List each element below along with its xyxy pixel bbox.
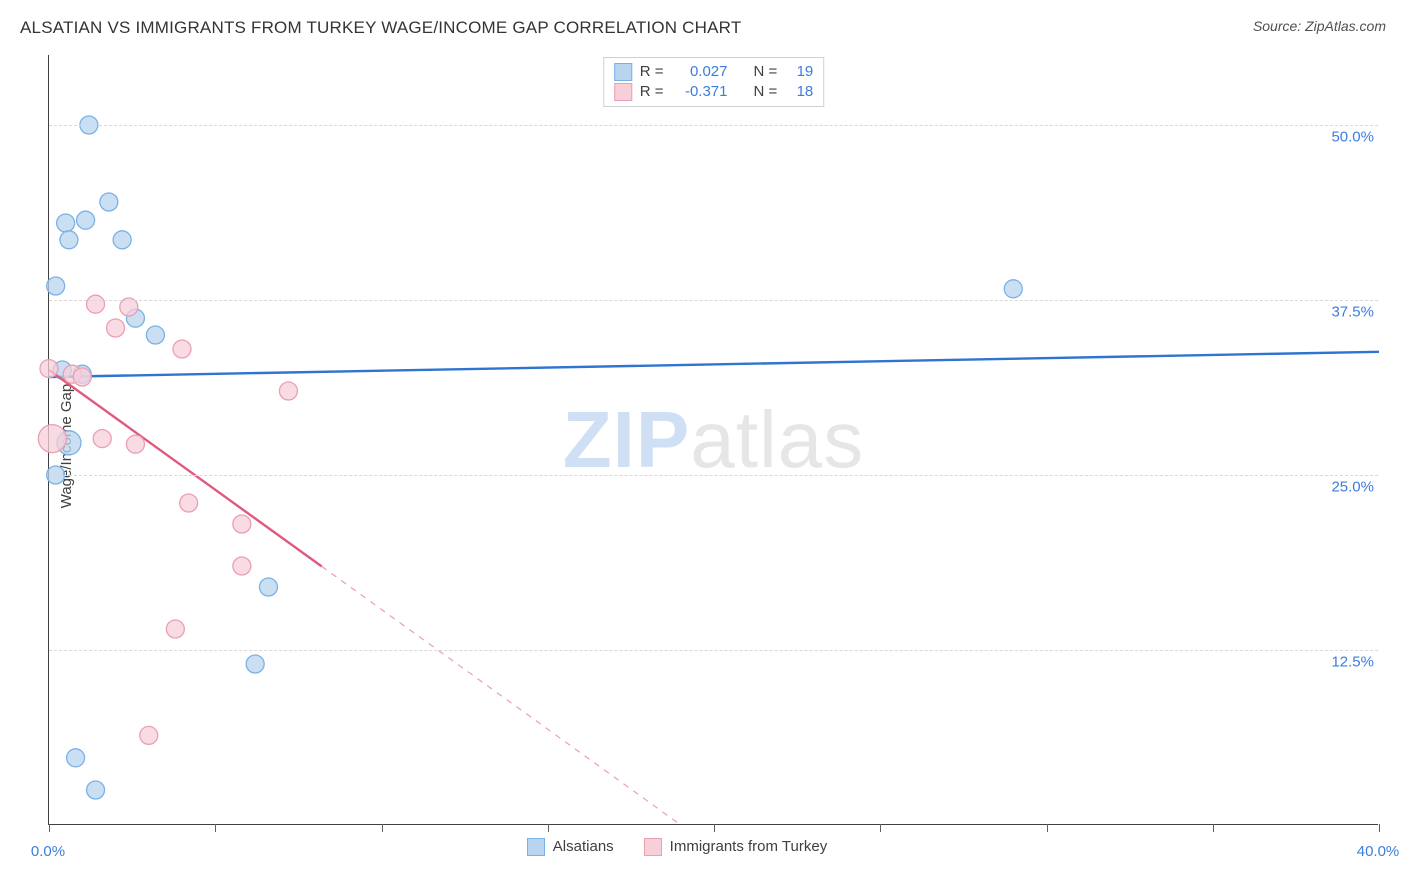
n-value: 19: [785, 62, 813, 82]
stats-legend-row: R = -0.371 N = 18: [614, 82, 814, 102]
plot-area: ZIPatlas R =0.027N =19R =-0.371N =18 12.…: [48, 55, 1378, 825]
r-label: R =: [640, 82, 664, 102]
n-label: N =: [754, 82, 778, 102]
x-tick: [880, 824, 881, 832]
x-tick: [714, 824, 715, 832]
n-value: 18: [785, 82, 813, 102]
legend-swatch: [614, 83, 632, 101]
bottom-legend-item: Immigrants from Turkey: [644, 837, 828, 857]
legend-swatch: [614, 63, 632, 81]
legend-label: Alsatians: [553, 837, 614, 857]
legend-swatch: [527, 838, 545, 856]
source-attribution: Source: ZipAtlas.com: [1253, 18, 1386, 34]
y-tick-label: 12.5%: [1294, 654, 1380, 671]
bottom-legend-item: Alsatians: [527, 837, 614, 857]
chart-svg: [49, 55, 1378, 824]
chart-title: ALSATIAN VS IMMIGRANTS FROM TURKEY WAGE/…: [20, 18, 741, 38]
r-value: 0.027: [672, 62, 728, 82]
y-tick-label: 50.0%: [1294, 129, 1380, 146]
r-label: R =: [640, 62, 664, 82]
gridline-h: [49, 125, 1378, 126]
x-tick-label: 0.0%: [31, 843, 65, 860]
x-tick-label: 40.0%: [1357, 843, 1400, 860]
bottom-legend: Alsatians Immigrants from Turkey: [527, 837, 827, 857]
x-tick: [215, 824, 216, 832]
gridline-h: [49, 300, 1378, 301]
y-tick-label: 37.5%: [1294, 304, 1380, 321]
n-label: N =: [754, 62, 778, 82]
x-tick: [1213, 824, 1214, 832]
x-tick: [1379, 824, 1380, 832]
stats-legend: R = 0.027 N = 19 R = -0.371 N = 18: [603, 57, 825, 107]
x-tick: [1047, 824, 1048, 832]
x-tick: [548, 824, 549, 832]
x-tick: [382, 824, 383, 832]
r-value: -0.371: [672, 82, 728, 102]
stats-legend-row: R = 0.027 N = 19: [614, 62, 814, 82]
legend-label: Immigrants from Turkey: [670, 837, 828, 857]
gridline-h: [49, 650, 1378, 651]
x-tick: [49, 824, 50, 832]
gridline-h: [49, 475, 1378, 476]
legend-swatch: [644, 838, 662, 856]
y-tick-label: 25.0%: [1294, 479, 1380, 496]
